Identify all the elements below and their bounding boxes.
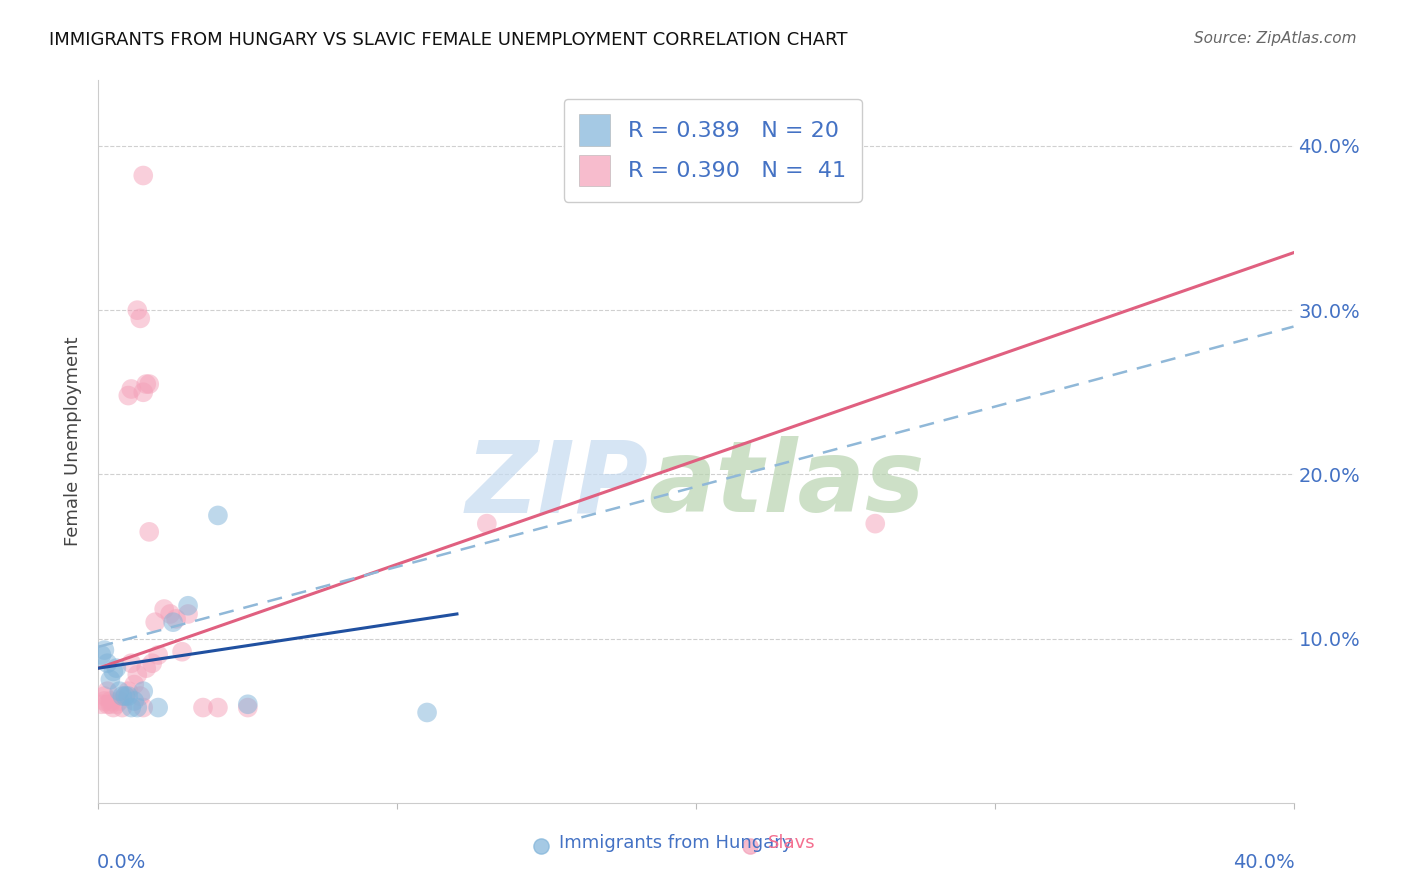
- Point: [132, 684, 155, 698]
- Point: [124, 694, 146, 708]
- Point: [865, 516, 887, 531]
- Point: [103, 700, 125, 714]
- Point: [177, 607, 200, 621]
- Point: [159, 607, 181, 621]
- Point: [124, 677, 146, 691]
- Text: atlas: atlas: [648, 436, 925, 533]
- Point: [105, 661, 128, 675]
- Point: [177, 599, 200, 613]
- Point: [120, 657, 142, 671]
- Point: [93, 643, 115, 657]
- Text: IMMIGRANTS FROM HUNGARY VS SLAVIC FEMALE UNEMPLOYMENT CORRELATION CHART: IMMIGRANTS FROM HUNGARY VS SLAVIC FEMALE…: [49, 31, 848, 49]
- Point: [138, 524, 160, 539]
- Point: [143, 615, 166, 630]
- Point: [127, 667, 149, 681]
- Text: 0.0%: 0.0%: [97, 854, 146, 872]
- Point: [98, 673, 122, 687]
- Point: [138, 377, 160, 392]
- Point: [141, 657, 163, 671]
- Point: [108, 694, 131, 708]
- Point: [120, 382, 142, 396]
- Point: [148, 700, 170, 714]
- Point: [129, 311, 152, 326]
- Point: [475, 516, 498, 531]
- Point: [96, 657, 118, 671]
- Point: [90, 698, 112, 712]
- Text: Slavs: Slavs: [768, 833, 815, 852]
- Point: [148, 648, 170, 662]
- Text: ZIP: ZIP: [465, 436, 648, 533]
- Point: [207, 700, 229, 714]
- Point: [98, 698, 122, 712]
- Point: [162, 615, 184, 630]
- Text: 40.0%: 40.0%: [1233, 854, 1295, 872]
- Point: [127, 700, 149, 714]
- Text: Immigrants from Hungary: Immigrants from Hungary: [558, 833, 792, 852]
- Point: [129, 689, 152, 703]
- Point: [236, 700, 259, 714]
- Point: [111, 700, 134, 714]
- Point: [111, 689, 134, 703]
- Point: [117, 689, 139, 703]
- Point: [135, 377, 157, 392]
- Point: [165, 612, 187, 626]
- Point: [105, 698, 128, 712]
- Point: [132, 385, 155, 400]
- Point: [132, 169, 155, 183]
- Point: [236, 698, 259, 712]
- Point: [98, 694, 122, 708]
- Point: [120, 700, 142, 714]
- Text: Source: ZipAtlas.com: Source: ZipAtlas.com: [1194, 31, 1357, 46]
- Point: [93, 694, 115, 708]
- Point: [117, 684, 139, 698]
- Point: [135, 661, 157, 675]
- Point: [96, 698, 118, 712]
- Legend: R = 0.389   N = 20, R = 0.390   N =  41: R = 0.389 N = 20, R = 0.390 N = 41: [564, 99, 862, 202]
- Point: [127, 303, 149, 318]
- Point: [114, 689, 136, 703]
- Y-axis label: Female Unemployment: Female Unemployment: [65, 337, 83, 546]
- Point: [191, 700, 214, 714]
- Point: [108, 684, 131, 698]
- Point: [103, 665, 125, 679]
- Point: [207, 508, 229, 523]
- Point: [114, 689, 136, 703]
- Point: [90, 648, 112, 662]
- Point: [153, 602, 176, 616]
- Point: [416, 706, 439, 720]
- Point: [93, 689, 115, 703]
- Point: [132, 700, 155, 714]
- Point: [172, 645, 194, 659]
- Point: [117, 388, 139, 402]
- Point: [96, 684, 118, 698]
